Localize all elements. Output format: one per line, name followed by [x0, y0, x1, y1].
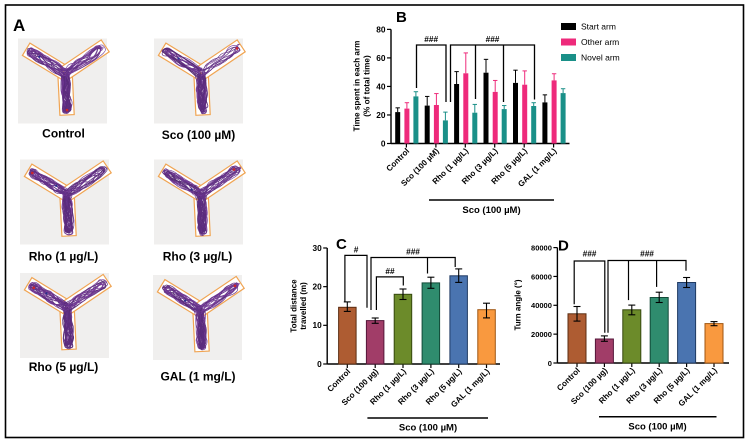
svg-text:Rho (1 µg/L): Rho (1 µg/L): [29, 250, 99, 264]
svg-text:###: ###: [640, 249, 654, 259]
svg-text:60: 60: [376, 53, 386, 63]
svg-text:(% of total time): (% of total time): [363, 55, 372, 117]
svg-text:Novel arm: Novel arm: [581, 53, 620, 63]
svg-text:Other arm: Other arm: [581, 37, 619, 47]
svg-text:40: 40: [376, 81, 386, 91]
svg-text:GAL (1 mg/L): GAL (1 mg/L): [160, 370, 235, 384]
svg-text:##: ##: [385, 266, 395, 276]
svg-text:Start arm: Start arm: [581, 22, 616, 32]
svg-text:30: 30: [312, 243, 322, 253]
svg-text:80000: 80000: [531, 243, 552, 252]
svg-text:B: B: [396, 9, 407, 26]
svg-text:###: ###: [486, 34, 500, 44]
svg-text:D: D: [558, 238, 569, 255]
svg-text:20: 20: [312, 282, 322, 292]
svg-text:80: 80: [376, 24, 386, 34]
svg-text:Time spent in each arm: Time spent in each arm: [353, 41, 362, 132]
svg-text:0: 0: [548, 359, 552, 368]
svg-text:40000: 40000: [531, 301, 552, 310]
svg-text:#: #: [354, 245, 359, 255]
svg-text:10: 10: [312, 320, 322, 330]
svg-text:Rho (3 µg/L): Rho (3 µg/L): [163, 250, 233, 264]
svg-text:Sco (100 µM): Sco (100 µM): [628, 422, 686, 433]
svg-text:Sco (100 µM): Sco (100 µM): [162, 128, 236, 142]
svg-text:Sco (100 µM): Sco (100 µM): [399, 423, 457, 434]
svg-text:###: ###: [406, 247, 420, 257]
svg-text:20000: 20000: [531, 330, 552, 339]
svg-text:0: 0: [317, 359, 322, 369]
svg-text:C: C: [336, 236, 347, 253]
svg-text:Turn angle (°): Turn angle (°): [514, 279, 523, 330]
svg-text:Total distance: Total distance: [290, 279, 299, 333]
svg-text:###: ###: [583, 249, 597, 259]
svg-text:Sco (100 µM): Sco (100 µM): [462, 205, 520, 216]
svg-text:20: 20: [376, 110, 386, 120]
svg-text:A: A: [13, 16, 25, 35]
svg-text:0: 0: [381, 138, 386, 148]
svg-text:60000: 60000: [531, 272, 552, 281]
svg-text:travelled (m): travelled (m): [299, 282, 308, 330]
svg-text:Control: Control: [42, 127, 85, 141]
svg-text:Rho (5 µg/L): Rho (5 µg/L): [29, 360, 99, 374]
svg-text:###: ###: [424, 34, 438, 44]
